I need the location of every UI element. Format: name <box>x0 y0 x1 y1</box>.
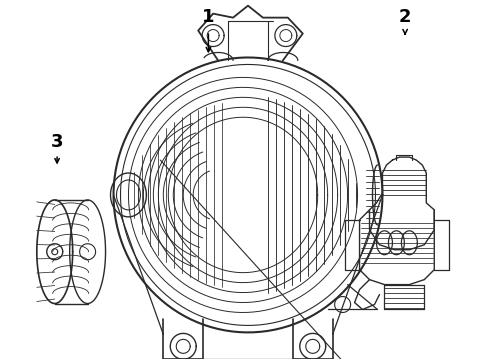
Text: 1: 1 <box>202 8 215 26</box>
Text: 3: 3 <box>51 133 63 151</box>
Text: 2: 2 <box>399 8 411 26</box>
